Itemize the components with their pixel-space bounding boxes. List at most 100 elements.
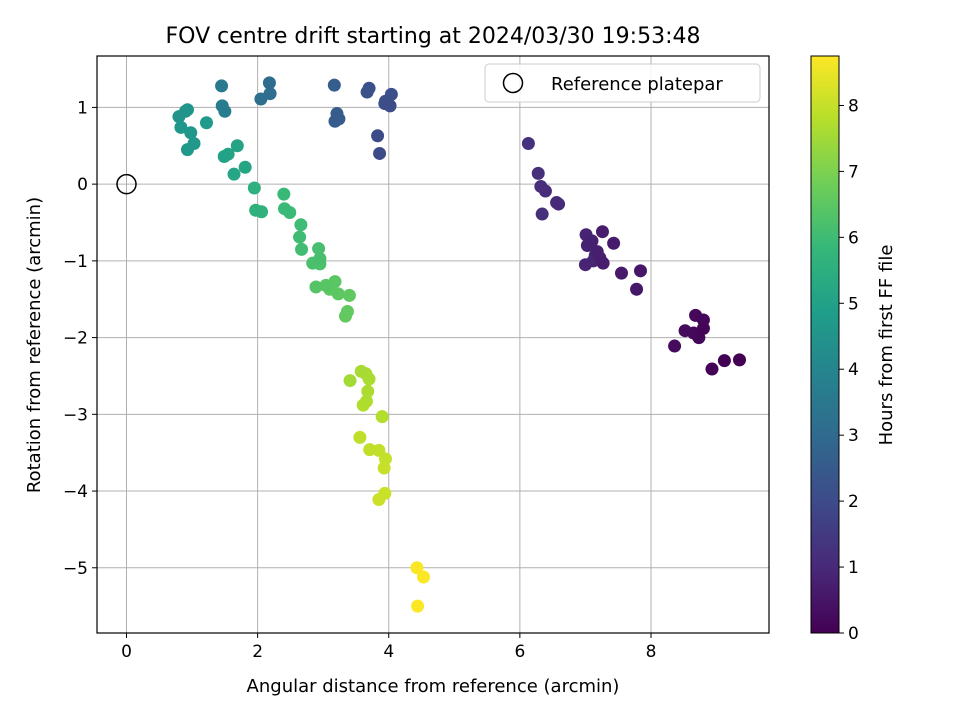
scatter-point bbox=[668, 339, 682, 353]
reference-marker bbox=[116, 173, 137, 195]
scatter-point bbox=[590, 245, 604, 259]
scatter-point bbox=[215, 99, 229, 113]
scatter-point bbox=[343, 374, 357, 388]
y-axis-label: Rotation from reference (arcmin) bbox=[24, 197, 45, 493]
scatter-point bbox=[199, 116, 213, 130]
scatter-point bbox=[630, 282, 644, 296]
y-tick-label: −2 bbox=[63, 329, 88, 349]
y-tick-label: −3 bbox=[63, 405, 88, 425]
scatter-point bbox=[278, 202, 292, 216]
colorbar-tick-label: 5 bbox=[848, 294, 859, 314]
scatter-point bbox=[332, 112, 346, 126]
scatter-point bbox=[247, 181, 261, 195]
scatter-point bbox=[187, 136, 201, 150]
scatter-point bbox=[578, 258, 592, 272]
scatter-point bbox=[705, 362, 719, 376]
scatter-point bbox=[360, 85, 374, 99]
scatter-point bbox=[607, 236, 621, 250]
scatter-point bbox=[249, 203, 263, 217]
scatter-point bbox=[634, 264, 648, 278]
legend-box bbox=[484, 63, 761, 103]
scatter-point bbox=[262, 76, 276, 90]
x-axis-ticks: 0 2 4 6 8 bbox=[121, 633, 656, 662]
legend: Reference platepar bbox=[484, 63, 761, 103]
colorbar-tick-label: 7 bbox=[848, 162, 859, 182]
y-axis-ticks: −5 −4 −3 −2 −1 0 1 bbox=[63, 98, 97, 579]
colorbar-tick-label: 3 bbox=[848, 426, 859, 446]
x-tick-label: 4 bbox=[383, 642, 394, 662]
chart-title: FOV centre drift starting at 2024/03/30 … bbox=[166, 24, 701, 49]
scatter-point bbox=[378, 486, 392, 500]
scatter-point bbox=[696, 321, 710, 335]
x-tick-label: 6 bbox=[514, 642, 525, 662]
scatter-point bbox=[174, 120, 188, 134]
x-tick-label: 8 bbox=[646, 642, 657, 662]
x-tick-label: 2 bbox=[252, 642, 263, 662]
scatter-point bbox=[172, 110, 186, 124]
scatter-point bbox=[732, 353, 746, 367]
scatter-point bbox=[263, 87, 277, 101]
scatter-point bbox=[410, 561, 424, 575]
scatter-point bbox=[230, 139, 244, 153]
scatter-point bbox=[313, 252, 327, 266]
legend-marker bbox=[502, 72, 524, 94]
scatter-point bbox=[295, 242, 309, 256]
y-tick-label: −5 bbox=[63, 559, 88, 579]
y-tick-label: 0 bbox=[77, 175, 88, 195]
y-tick-label: −1 bbox=[63, 252, 88, 272]
scatter-point bbox=[535, 207, 549, 221]
scatter-point bbox=[416, 570, 430, 584]
scatter-point bbox=[327, 78, 341, 92]
colorbar-tick-label: 1 bbox=[848, 558, 859, 578]
scatter-point bbox=[227, 167, 241, 181]
scatter-point bbox=[411, 599, 425, 613]
scatter-point bbox=[552, 197, 566, 211]
scatter-point bbox=[538, 184, 552, 198]
scatter-point bbox=[184, 126, 198, 140]
y-tick-label: 1 bbox=[77, 98, 88, 118]
y-tick-label: −4 bbox=[63, 482, 88, 502]
scatter-point bbox=[585, 234, 599, 248]
scatter-point bbox=[363, 443, 377, 457]
scatter-points bbox=[172, 76, 746, 613]
scatter-point bbox=[277, 187, 291, 201]
plot-area: 0 2 4 6 8 −5 −4 −3 −2 −1 0 1 bbox=[63, 55, 770, 662]
scatter-point bbox=[309, 280, 323, 294]
colorbar-label: Hours from first FF file bbox=[876, 245, 897, 446]
scatter-point bbox=[238, 160, 252, 174]
scatter-point bbox=[717, 354, 731, 368]
scatter-point bbox=[375, 410, 389, 424]
colorbar-tick-label: 6 bbox=[848, 228, 859, 248]
x-axis-label: Angular distance from reference (arcmin) bbox=[247, 676, 620, 697]
scatter-point bbox=[342, 288, 356, 302]
colorbar-tick-label: 0 bbox=[848, 624, 859, 644]
scatter-point bbox=[531, 166, 545, 180]
scatter-point bbox=[217, 150, 231, 164]
scatter-point bbox=[521, 136, 535, 150]
scatter-point bbox=[312, 242, 326, 256]
scatter-point bbox=[294, 218, 308, 232]
scatter-point bbox=[353, 430, 367, 444]
scatter-point bbox=[215, 79, 229, 93]
colorbar-tick-label: 2 bbox=[848, 492, 859, 512]
colorbar-gradient bbox=[810, 55, 840, 634]
scatter-point bbox=[359, 394, 373, 408]
colorbar-ticks: 0 1 2 3 4 5 6 7 8 bbox=[839, 96, 859, 644]
gridlines bbox=[97, 56, 769, 633]
scatter-point bbox=[595, 225, 609, 239]
scatter-point bbox=[373, 146, 387, 160]
x-tick-label: 0 bbox=[121, 642, 132, 662]
scatter-point bbox=[354, 364, 368, 378]
plot-frame bbox=[96, 55, 770, 634]
colorbar-tick-label: 8 bbox=[848, 96, 859, 116]
legend-entry-label: Reference platepar bbox=[551, 74, 723, 95]
scatter-point bbox=[614, 266, 628, 280]
scatter-point bbox=[340, 305, 354, 319]
scatter-point bbox=[293, 230, 307, 244]
scatter-point bbox=[361, 384, 375, 398]
colorbar-tick-label: 4 bbox=[848, 360, 859, 380]
scatter-point bbox=[383, 99, 397, 113]
scatter-point bbox=[319, 278, 333, 292]
